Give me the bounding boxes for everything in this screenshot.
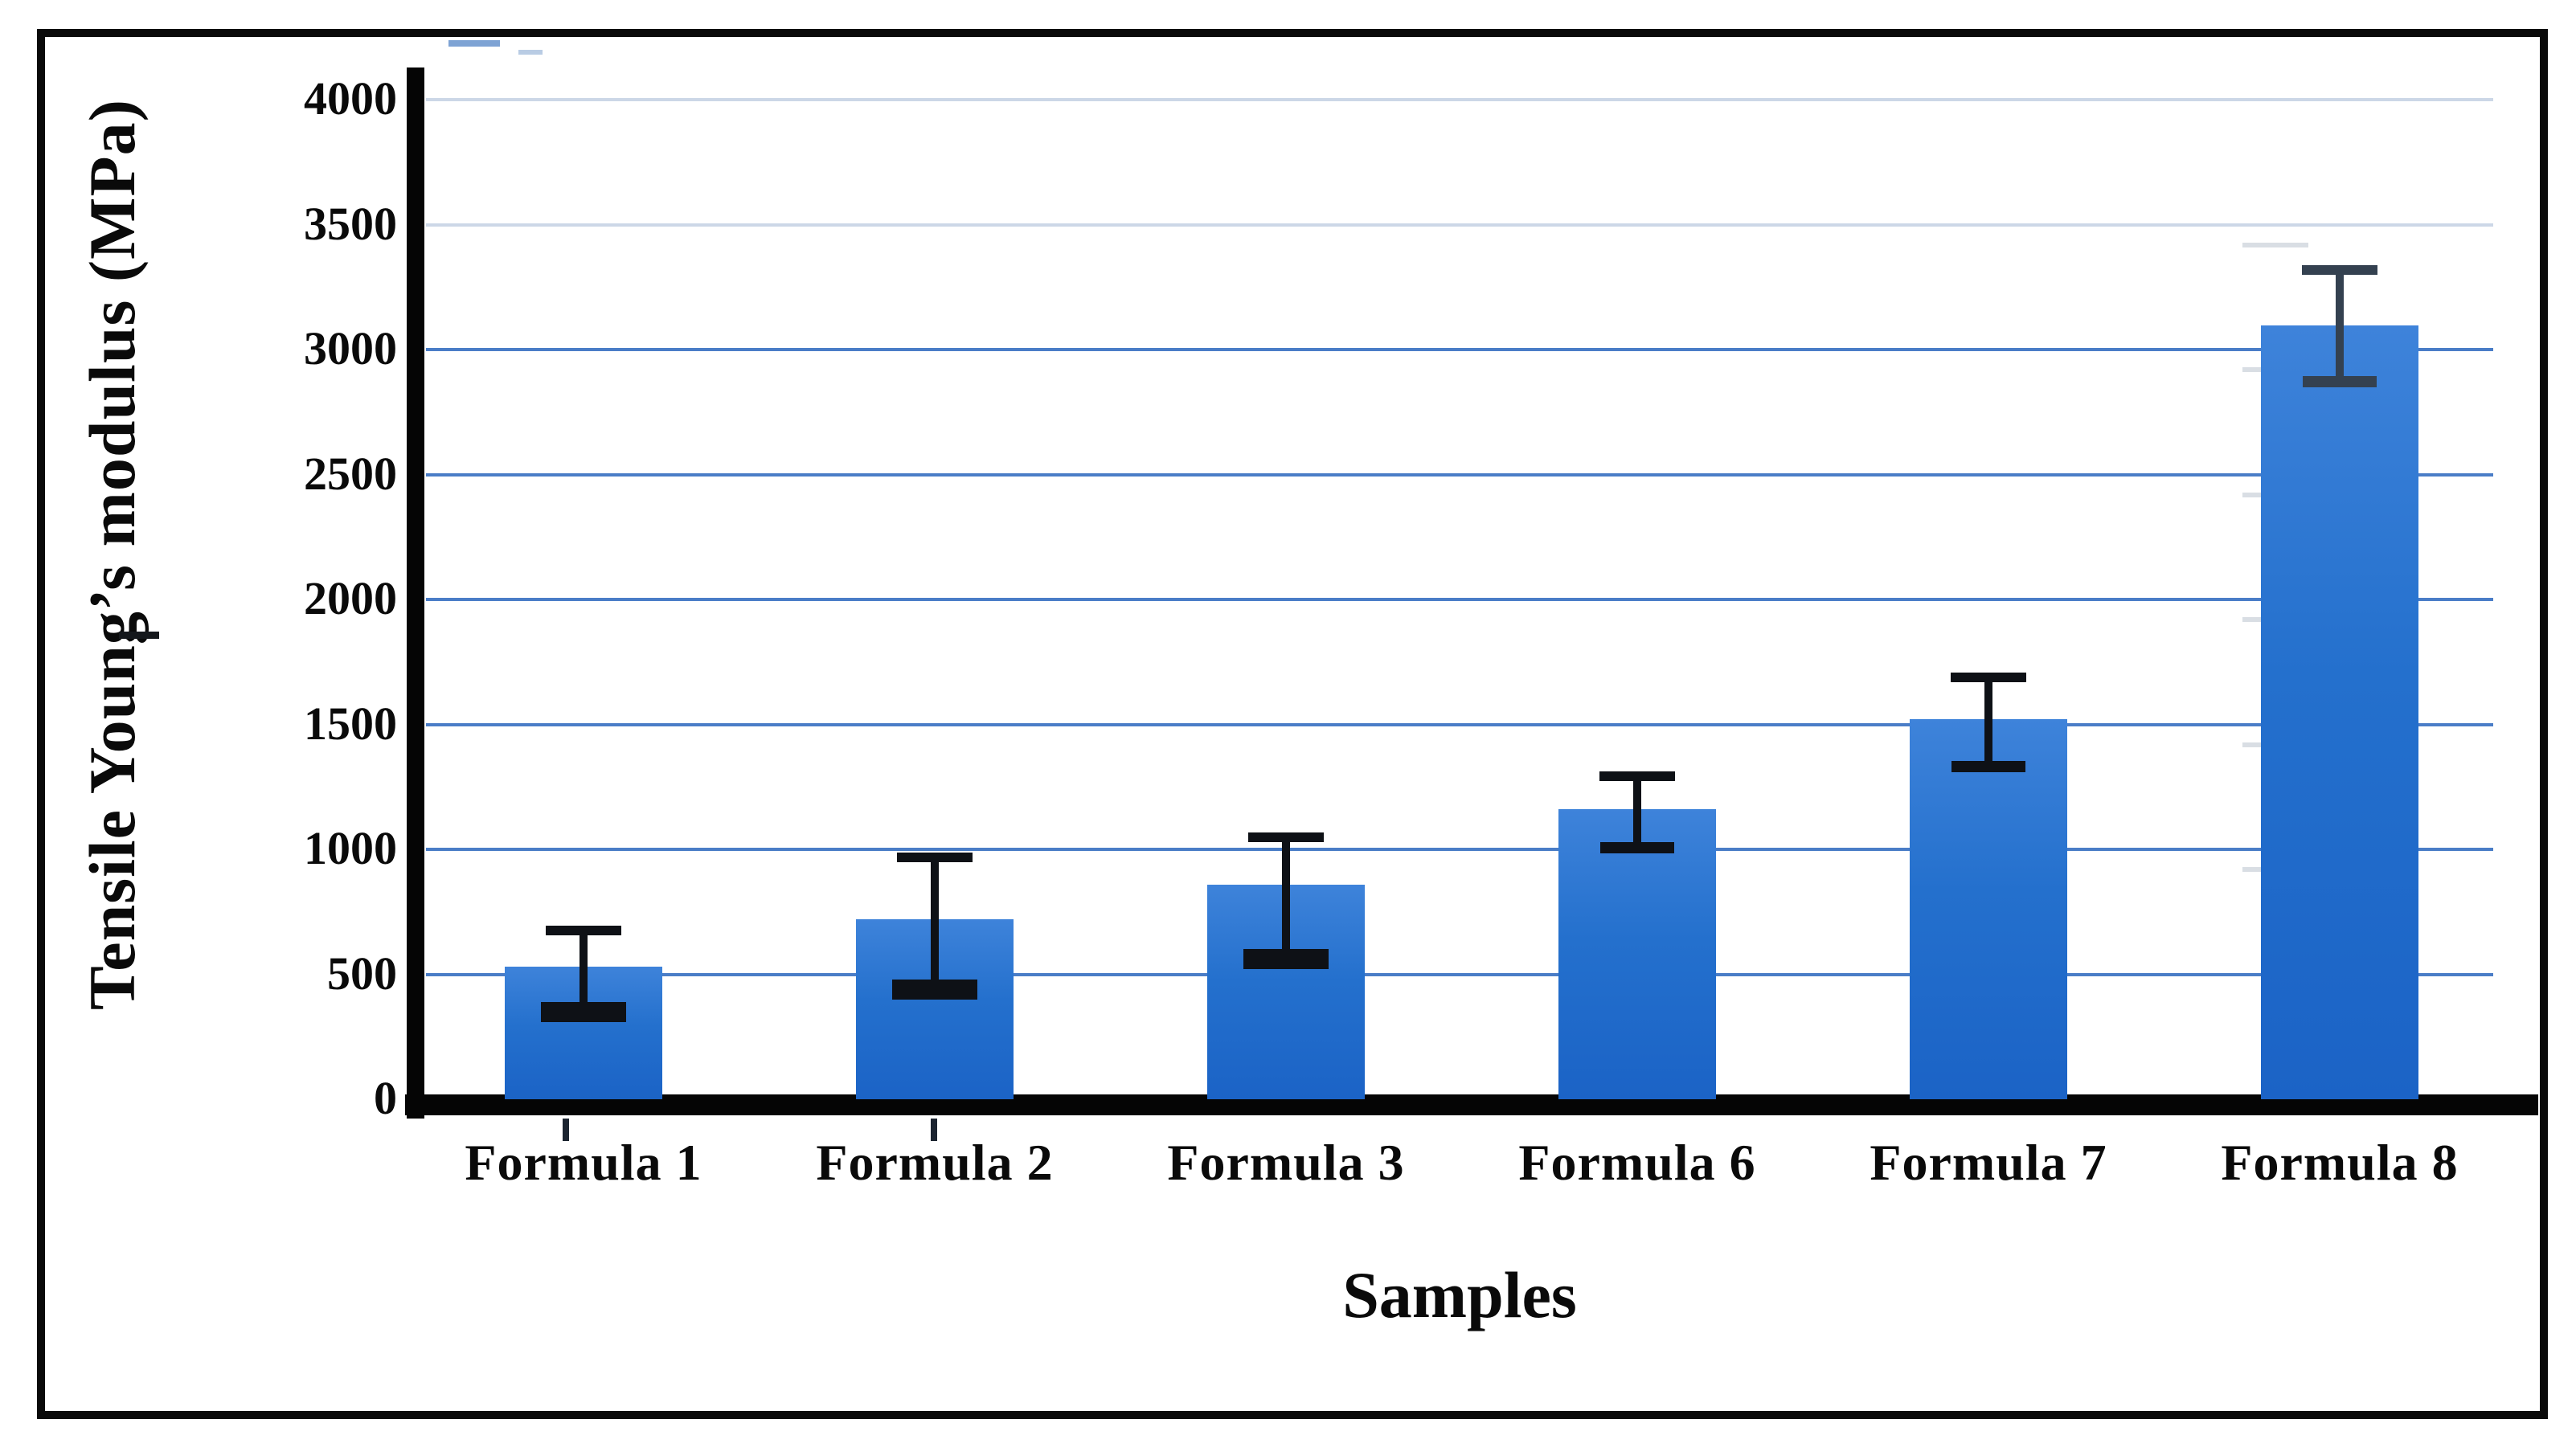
y-tick-label-2000: 2000 <box>304 572 397 624</box>
error-bar-top-cap <box>1951 673 2026 683</box>
error-bar-top-cap <box>897 853 973 863</box>
gridline-2000 <box>426 598 2493 601</box>
x-axis-title: Samples <box>1342 1258 1577 1331</box>
x-tick-label-formula-3: Formula 3 <box>1167 1134 1405 1191</box>
error-bar-formula-1 <box>579 929 588 1012</box>
gridline-1000 <box>426 848 2493 851</box>
y-tick-label-1000: 1000 <box>304 822 397 874</box>
gridline-3000 <box>426 348 2493 351</box>
x-tick-label-formula-2: Formula 2 <box>816 1134 1054 1191</box>
y-tick-label-3000: 3000 <box>304 322 397 374</box>
gridline-3500 <box>426 223 2493 227</box>
error-bar-bottom-cap <box>1243 949 1329 970</box>
bar-formula-7 <box>1910 719 2067 1099</box>
error-bar-bottom-cap <box>2303 376 2377 388</box>
bar-formula-6 <box>1558 809 1716 1099</box>
error-bar-formula-6 <box>1633 775 1641 849</box>
error-bar-bottom-cap <box>1951 761 2025 773</box>
x-tick-label-formula-8: Formula 8 <box>2221 1134 2459 1191</box>
error-bar-bottom-cap <box>541 1001 626 1022</box>
artifact-ghost-dash <box>2242 242 2308 247</box>
y-tick-label-500: 500 <box>327 947 397 1000</box>
y-tick-label-3500: 3500 <box>304 197 397 250</box>
x-axis-line <box>405 1094 2538 1115</box>
gridline-4000 <box>426 98 2493 101</box>
error-bar-formula-2 <box>931 857 939 990</box>
gridline-2500 <box>426 472 2493 477</box>
error-bar-top-cap <box>1599 771 1675 782</box>
artifact-top-blue-dash <box>448 40 500 47</box>
y-axis-title: Tensile Young’s modulus (MPa) <box>76 99 149 1010</box>
bar-formula-8 <box>2261 325 2418 1099</box>
error-bar-top-cap <box>1248 832 1324 843</box>
y-tick-label-1500: 1500 <box>304 697 397 750</box>
artifact-top-blue-dash-2 <box>518 50 543 55</box>
artifact-baseline-tick-2 <box>931 1119 937 1141</box>
x-tick-label-formula-6: Formula 6 <box>1518 1134 1756 1191</box>
y-tick-label-2500: 2500 <box>304 447 397 500</box>
error-bar-top-cap <box>2302 265 2377 276</box>
artifact-left-margin-dash <box>119 632 159 639</box>
y-tick-label-0: 0 <box>374 1072 397 1124</box>
error-bar-bottom-cap <box>892 979 977 1000</box>
artifact-baseline-tick <box>563 1119 569 1141</box>
figure-border <box>37 29 2548 1419</box>
y-axis-line <box>407 67 424 1119</box>
error-bar-bottom-cap <box>1600 842 1674 854</box>
y-tick-label-4000: 4000 <box>304 72 397 125</box>
x-tick-label-formula-7: Formula 7 <box>1870 1134 2107 1191</box>
x-tick-label-formula-1: Formula 1 <box>465 1134 702 1191</box>
error-bar-formula-8 <box>2336 269 2344 382</box>
error-bar-top-cap <box>546 925 621 935</box>
error-bar-formula-3 <box>1282 836 1290 959</box>
gridline-500 <box>426 972 2493 976</box>
gridline-1500 <box>426 722 2493 726</box>
error-bar-formula-7 <box>1984 677 1992 767</box>
